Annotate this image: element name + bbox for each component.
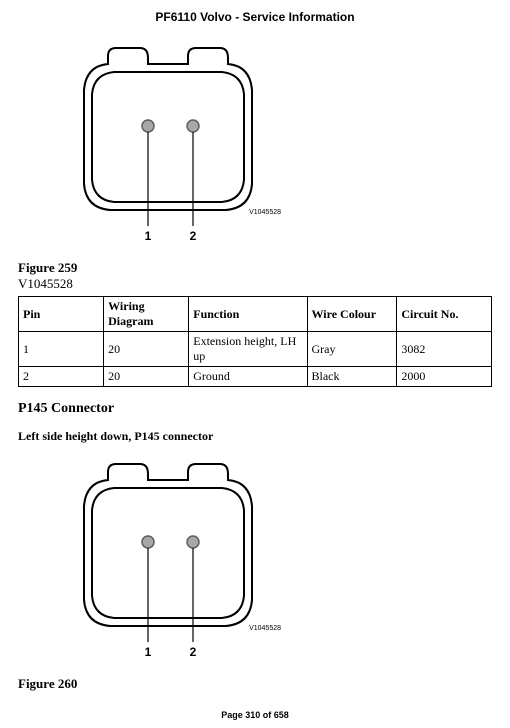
col-header-circuit: Circuit No. [397, 297, 492, 332]
page-footer: Page 310 of 658 [18, 710, 492, 720]
table-header-row: Pin Wiring Diagram Function Wire Colour … [19, 297, 492, 332]
section-subheading: Left side height down, P145 connector [18, 429, 492, 444]
figure-1-subcaption: V1045528 [18, 276, 492, 292]
pin-label-2: 2 [190, 645, 197, 659]
cell-colour: Gray [307, 332, 397, 367]
connector-figure-2: 1 2 V1045528 [78, 452, 492, 666]
page-title: PF6110 Volvo - Service Information [18, 10, 492, 24]
pin-label-1: 1 [145, 229, 152, 243]
cell-colour: Black [307, 367, 397, 387]
cell-pin: 2 [19, 367, 104, 387]
table-row: 2 20 Ground Black 2000 [19, 367, 492, 387]
cell-func: Ground [189, 367, 307, 387]
cell-func: Extension height, LH up [189, 332, 307, 367]
image-id-2: V1045528 [249, 625, 281, 632]
pin-label-1: 1 [145, 645, 152, 659]
connector-figure-1: 1 2 V1045528 [78, 36, 492, 250]
cell-pin: 1 [19, 332, 104, 367]
section-heading: P145 Connector [18, 401, 492, 417]
figure-1-caption: Figure 259 [18, 260, 492, 276]
col-header-pin: Pin [19, 297, 104, 332]
pin-label-2: 2 [190, 229, 197, 243]
cell-wd: 20 [104, 332, 189, 367]
cell-circuit: 2000 [397, 367, 492, 387]
figure-2-caption: Figure 260 [18, 676, 492, 692]
cell-wd: 20 [104, 367, 189, 387]
image-id-1: V1045528 [249, 209, 281, 216]
col-header-wd: Wiring Diagram [104, 297, 189, 332]
col-header-func: Function [189, 297, 307, 332]
pin-table: Pin Wiring Diagram Function Wire Colour … [18, 296, 492, 387]
col-header-colour: Wire Colour [307, 297, 397, 332]
table-row: 1 20 Extension height, LH up Gray 3082 [19, 332, 492, 367]
cell-circuit: 3082 [397, 332, 492, 367]
